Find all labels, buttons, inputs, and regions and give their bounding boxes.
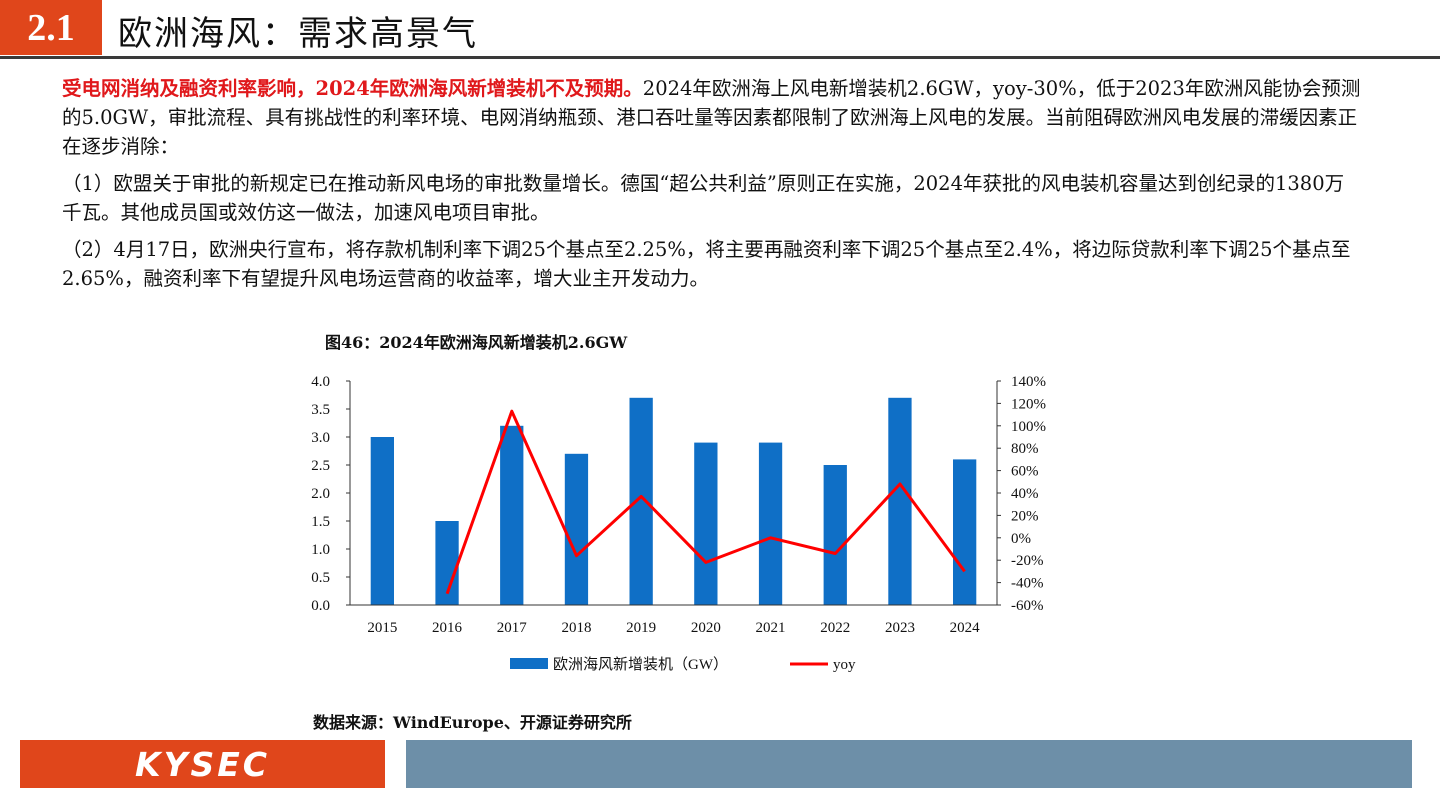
x-tick-label: 2018 xyxy=(561,620,591,636)
figure-title: 图46：2024年欧洲海风新增装机2.6GW xyxy=(325,333,628,352)
logo: KYSEC xyxy=(135,744,270,784)
section-number: 2.1 xyxy=(27,6,75,49)
bar-2020 xyxy=(694,442,718,605)
bar-series xyxy=(370,397,977,605)
right-tick-label: 80% xyxy=(1011,441,1039,457)
bar-2015 xyxy=(370,437,394,605)
x-tick-label: 2015 xyxy=(367,620,397,636)
right-tick-label: 40% xyxy=(1011,486,1039,502)
x-tick-label: 2019 xyxy=(626,620,656,636)
figure-source: 数据来源：WindEurope、开源证券研究所 xyxy=(313,713,632,732)
left-tick-label: 2.5 xyxy=(311,458,330,474)
bar-2023 xyxy=(888,397,912,605)
yoy-line xyxy=(445,409,966,595)
paragraph-2: （1）欧盟关于审批的新规定已在推动新风电场的审批数量增长。德国“超公共利益”原则… xyxy=(62,172,1345,224)
left-tick-label: 3.5 xyxy=(311,402,330,418)
bar-2019 xyxy=(629,397,653,605)
left-tick-label: 1.0 xyxy=(311,542,330,558)
left-axis: 0.0 0.5 1.0 1.5 2.0 2.5 3.0 3.5 4.0 xyxy=(311,374,350,614)
paragraph-1-highlight: 受电网消纳及融资利率影响，2024年欧洲海风新增装机不及预期。 xyxy=(62,77,643,100)
x-tick-label: 2023 xyxy=(885,620,915,636)
left-tick-label: 4.0 xyxy=(311,374,330,390)
paragraph-1: 受电网消纳及融资利率影响，2024年欧洲海风新增装机不及预期。2024年欧洲海上… xyxy=(62,74,1362,161)
bar-2018 xyxy=(564,453,589,605)
left-tick-label: 3.0 xyxy=(311,430,330,446)
axis-lines xyxy=(349,381,998,606)
chart: 0.0 0.5 1.0 1.5 2.0 2.5 3.0 3.5 4.0 -60% -40% -20%… xyxy=(311,374,1046,673)
x-tick-label: 2020 xyxy=(691,620,721,636)
title-divider xyxy=(0,56,1440,59)
left-tick-label: 2.0 xyxy=(311,486,330,502)
bar-2024 xyxy=(953,459,977,605)
x-axis: 2015 2016 2017 2018 2019 2020 2021 2022 2023 2024 xyxy=(367,620,980,636)
legend: 欧洲海风新增装机（GW） yoy xyxy=(510,656,856,673)
right-tick-label: 60% xyxy=(1011,464,1039,480)
left-tick-label: 0.5 xyxy=(311,570,330,586)
x-tick-label: 2016 xyxy=(432,620,463,636)
page-title: 欧洲海风：需求高景气 xyxy=(118,14,478,54)
paragraph-1-rest: 2024年欧洲海上风电新增装机2.6GW，yoy-30%，低于2023年欧洲风能… xyxy=(62,77,1361,158)
left-tick-label: 0.0 xyxy=(311,598,330,614)
bar-2022 xyxy=(823,465,847,605)
right-tick-label: -40% xyxy=(1011,576,1044,592)
x-tick-label: 2021 xyxy=(756,620,786,636)
right-tick-label: -20% xyxy=(1011,553,1044,569)
x-tick-label: 2022 xyxy=(820,620,850,636)
line-series xyxy=(445,409,966,595)
right-tick-label: -60% xyxy=(1011,598,1044,614)
legend-swatch-bar xyxy=(510,658,548,669)
body-text: 受电网消纳及融资利率影响，2024年欧洲海风新增装机不及预期。2024年欧洲海上… xyxy=(62,74,1362,301)
right-tick-label: 140% xyxy=(1011,374,1046,390)
x-tick-label: 2024 xyxy=(950,620,981,636)
right-tick-label: 0% xyxy=(1011,531,1031,547)
bar-2021 xyxy=(758,442,783,605)
right-tick-label: 100% xyxy=(1011,419,1046,435)
right-axis: -60% -40% -20% 0% 20% 40% 60% 80% 100% 120% 140% xyxy=(997,374,1046,614)
bar-2017 xyxy=(500,425,524,605)
right-tick-label: 20% xyxy=(1011,508,1039,524)
legend-label-line: yoy xyxy=(833,657,856,673)
legend-label-bar: 欧洲海风新增装机（GW） xyxy=(553,656,728,673)
x-tick-label: 2017 xyxy=(497,620,528,636)
right-tick-label: 120% xyxy=(1011,396,1046,412)
footer-logo-block: KYSEC xyxy=(20,740,385,788)
paragraph-3: （2）4月17日，欧洲央行宣布，将存款机制利率下调25个基点至2.25%，将主要… xyxy=(62,238,1351,290)
left-tick-label: 1.5 xyxy=(311,514,330,530)
section-number-badge: 2.1 xyxy=(0,0,102,55)
bar-2016 xyxy=(435,521,459,605)
footer-bar xyxy=(406,740,1412,788)
